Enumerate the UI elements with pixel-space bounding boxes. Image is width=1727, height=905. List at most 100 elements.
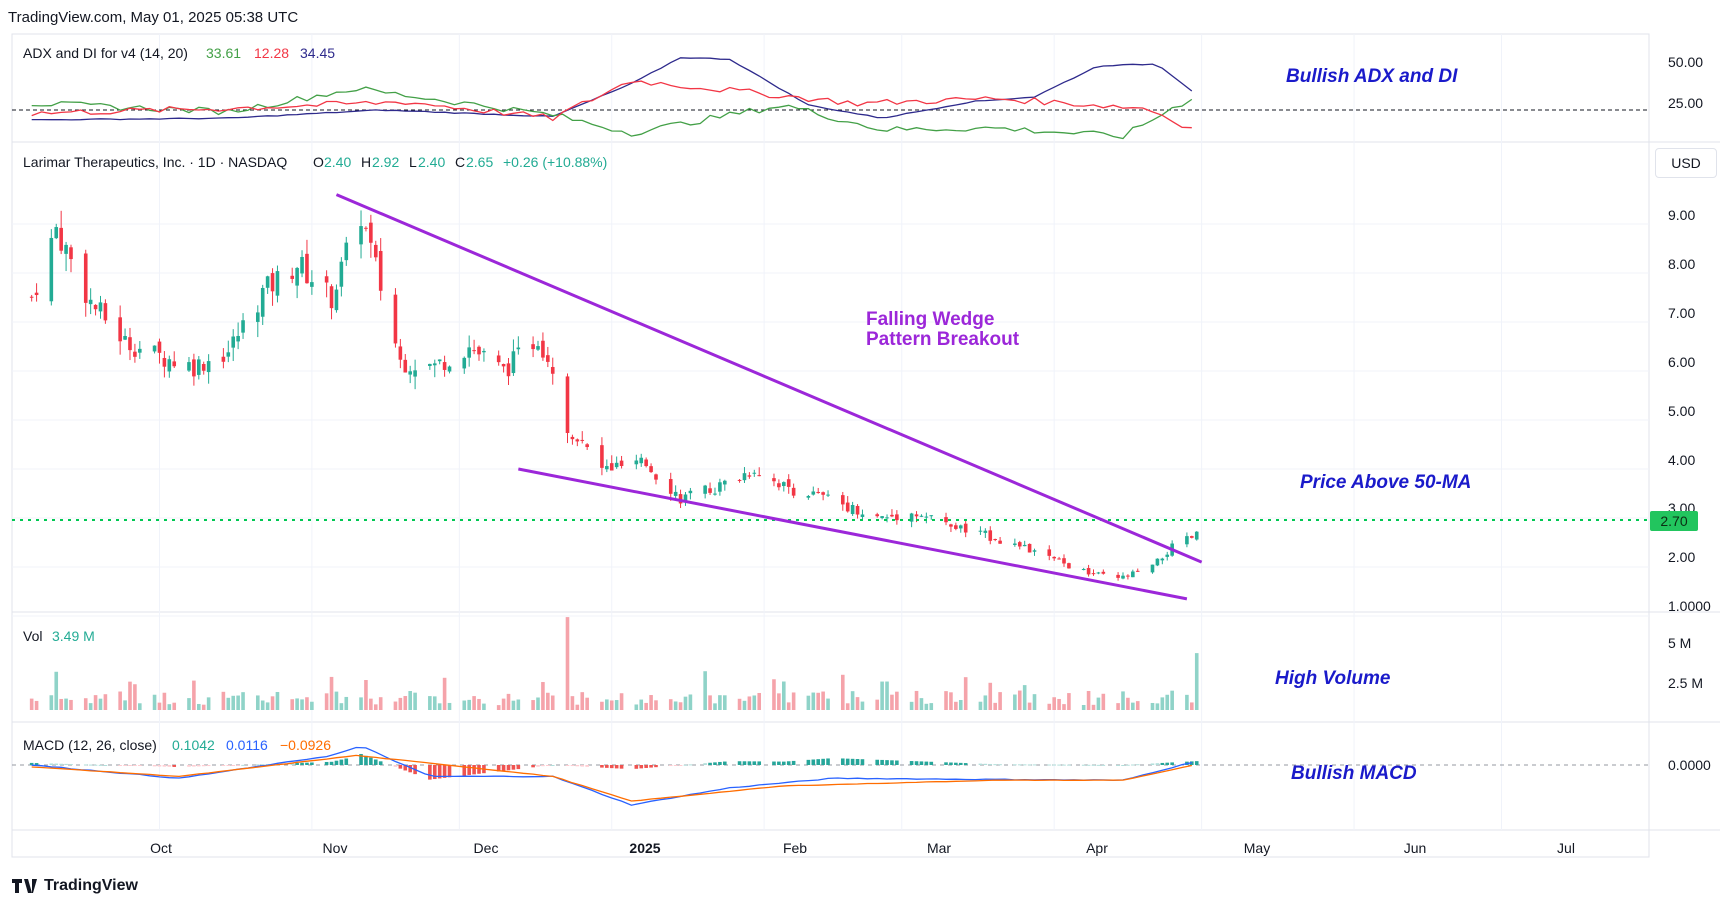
tradingview-brand[interactable]: TradingView — [12, 877, 138, 895]
macd-histogram-bar — [49, 763, 54, 765]
candle-body — [472, 350, 476, 352]
macd-histogram-bar — [437, 765, 442, 779]
macd-histogram-bar — [364, 755, 368, 765]
volume-bar — [432, 696, 437, 710]
macd-histogram-bar — [447, 765, 452, 778]
macd-histogram-bar — [118, 765, 122, 766]
candle-body — [654, 474, 658, 480]
volume-bar — [639, 699, 644, 710]
x-label-nov: Nov — [323, 840, 348, 856]
candle-body — [1022, 544, 1027, 547]
macd-histogram-bar — [373, 759, 378, 765]
high-value: 2.92 — [372, 154, 399, 170]
macd-histogram-bar — [192, 765, 196, 767]
volume-bar — [187, 698, 191, 710]
low-value: 2.40 — [418, 154, 445, 170]
candle-body — [1185, 536, 1189, 545]
candle-body — [1091, 573, 1096, 575]
candle-body — [1067, 563, 1071, 569]
candle-body — [403, 359, 408, 373]
volume-bar — [531, 700, 535, 710]
candle-body — [678, 494, 683, 504]
macd-histogram-bar — [1081, 764, 1086, 766]
volume-bar — [914, 690, 919, 710]
volume-bar — [855, 697, 860, 710]
macd-histogram-bar — [1194, 761, 1199, 765]
candle-body — [265, 276, 270, 288]
candle-body — [364, 227, 368, 229]
candle-body — [850, 504, 855, 515]
volume-bar — [845, 703, 850, 710]
volume-bar — [609, 700, 614, 710]
macd-histogram-bar — [840, 758, 845, 765]
macd-histogram-bar — [963, 763, 968, 765]
volume-bar — [821, 691, 825, 710]
candle-body — [103, 303, 108, 321]
macd-histogram-bar — [29, 762, 34, 765]
macd-histogram-bar — [403, 765, 408, 771]
currency-button[interactable]: USD — [1655, 148, 1717, 178]
volume-bar — [1131, 702, 1135, 710]
volume-bar — [69, 699, 73, 710]
volume-bar — [806, 695, 811, 710]
candle-body — [1052, 556, 1056, 559]
macd-histogram-bar — [816, 759, 821, 765]
candle-body — [378, 250, 383, 291]
macd-histogram-bar — [1101, 764, 1106, 766]
wedge-upper-trendline[interactable] — [335, 193, 1203, 564]
x-label-may: May — [1244, 840, 1270, 856]
candle-body — [600, 445, 604, 468]
candle-body — [1013, 543, 1017, 545]
candle-body — [909, 513, 914, 522]
x-label-mar: Mar — [927, 840, 951, 856]
wedge-lower-trendline[interactable] — [518, 467, 1188, 601]
macd-histogram-bar — [791, 760, 796, 765]
macd-histogram-bar — [1121, 765, 1125, 766]
macd-histogram-bar — [949, 762, 953, 765]
candle-body — [462, 357, 467, 369]
candle-body — [467, 347, 471, 358]
x-label-apr: Apr — [1086, 840, 1108, 856]
candle-body — [511, 351, 516, 374]
candle-body — [565, 376, 570, 433]
volume-bar — [1032, 694, 1037, 710]
candle-body — [772, 478, 776, 482]
macd-histogram-bar — [718, 761, 722, 765]
volume-bar — [718, 695, 722, 710]
candle-body — [447, 366, 452, 372]
candle-body — [408, 371, 412, 375]
macd-histogram-bar — [541, 765, 545, 767]
macd-histogram-bar — [1160, 762, 1165, 765]
candle-body — [1116, 574, 1120, 578]
adx-value: 34.45 — [300, 45, 335, 61]
macd-histogram-bar — [501, 765, 506, 771]
candle-body — [895, 514, 899, 521]
candle-body — [546, 355, 550, 362]
macd-pane: MACD (12, 26, close) 0.1042 0.0116 −0.09… — [12, 737, 1649, 806]
macd-histogram-bar — [1091, 764, 1096, 766]
macd-histogram-bar — [88, 764, 93, 766]
macd-histogram-bar — [1155, 763, 1160, 765]
macd-histogram-bar — [668, 765, 673, 766]
volume-bar — [703, 671, 707, 710]
volume-bar — [668, 699, 673, 710]
volume-bar — [1062, 704, 1066, 710]
time-scale[interactable]: Oct Nov Dec 2025 Feb Mar Apr May Jun Jul — [150, 840, 1575, 856]
macd-histogram-bar — [772, 761, 776, 765]
macd-histogram-bar — [34, 763, 39, 765]
candle-body — [516, 347, 521, 350]
macd-histogram-bar — [954, 762, 958, 765]
macd-histogram-bar — [162, 765, 167, 767]
macd-histogram-bar — [398, 765, 403, 769]
macd-histogram-bar — [747, 761, 752, 765]
price-tick-6: 6.00 — [1668, 354, 1695, 370]
macd-histogram-bar — [609, 765, 614, 769]
volume-bar — [1027, 702, 1032, 710]
macd-histogram-bar — [890, 760, 894, 765]
volume-bar — [138, 703, 142, 710]
candle-body — [609, 463, 614, 471]
volume-bar — [511, 700, 516, 710]
macd-histogram-bar — [138, 765, 142, 766]
candle-body — [1135, 570, 1140, 572]
